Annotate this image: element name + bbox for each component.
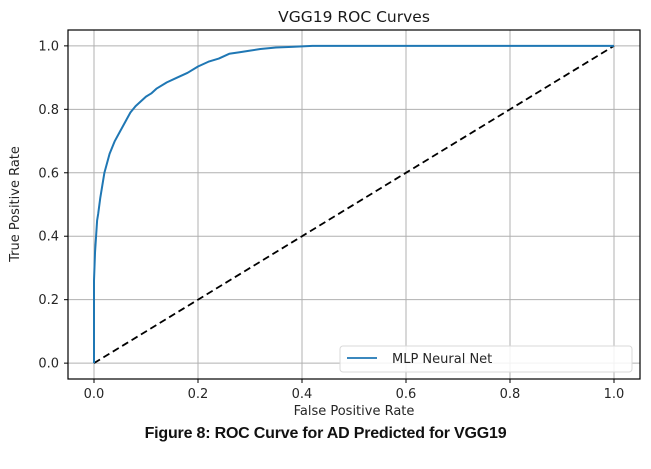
x-tick-label: 0.8 xyxy=(500,387,521,402)
x-tick-label: 0.2 xyxy=(188,387,209,402)
chart-title: VGG19 ROC Curves xyxy=(278,8,430,26)
y-tick-label: 0.8 xyxy=(38,103,59,118)
x-tick-label: 0.6 xyxy=(396,387,417,402)
legend: MLP Neural Net xyxy=(339,345,633,373)
chance-diagonal-line xyxy=(93,45,615,364)
legend-label-mlp: MLP Neural Net xyxy=(392,352,492,367)
y-tick-label: 0.2 xyxy=(38,293,59,308)
y-tick-label: 1.0 xyxy=(38,39,59,54)
x-axis-label: False Positive Rate xyxy=(294,404,415,419)
y-axis-label: True Positive Rate xyxy=(8,146,23,263)
x-tick-label: 0.0 xyxy=(84,387,105,402)
series-layer xyxy=(93,44,615,364)
ticks: 0.0 0.2 0.4 0.6 0.8 1.0 0.0 0.2 0.4 0.6 0.8 1.0 xyxy=(38,39,624,402)
roc-chart: 0.0 0.2 0.4 0.6 0.8 1.0 0.0 0.2 0.4 0.6 0.8 1.0 VGG… xyxy=(8,8,641,419)
grid-lines xyxy=(68,30,640,379)
axes-frame xyxy=(67,29,641,380)
y-tick-label: 0.4 xyxy=(38,230,59,245)
figure-caption: Figure 8: ROC Curve for AD Predicted for… xyxy=(144,425,507,442)
y-tick-label: 0.0 xyxy=(38,357,59,372)
roc-curve-mlp xyxy=(93,44,614,364)
x-tick-label: 1.0 xyxy=(604,387,625,402)
legend-box xyxy=(339,345,633,373)
x-tick-label: 0.4 xyxy=(292,387,313,402)
y-tick-label: 0.6 xyxy=(38,166,59,181)
